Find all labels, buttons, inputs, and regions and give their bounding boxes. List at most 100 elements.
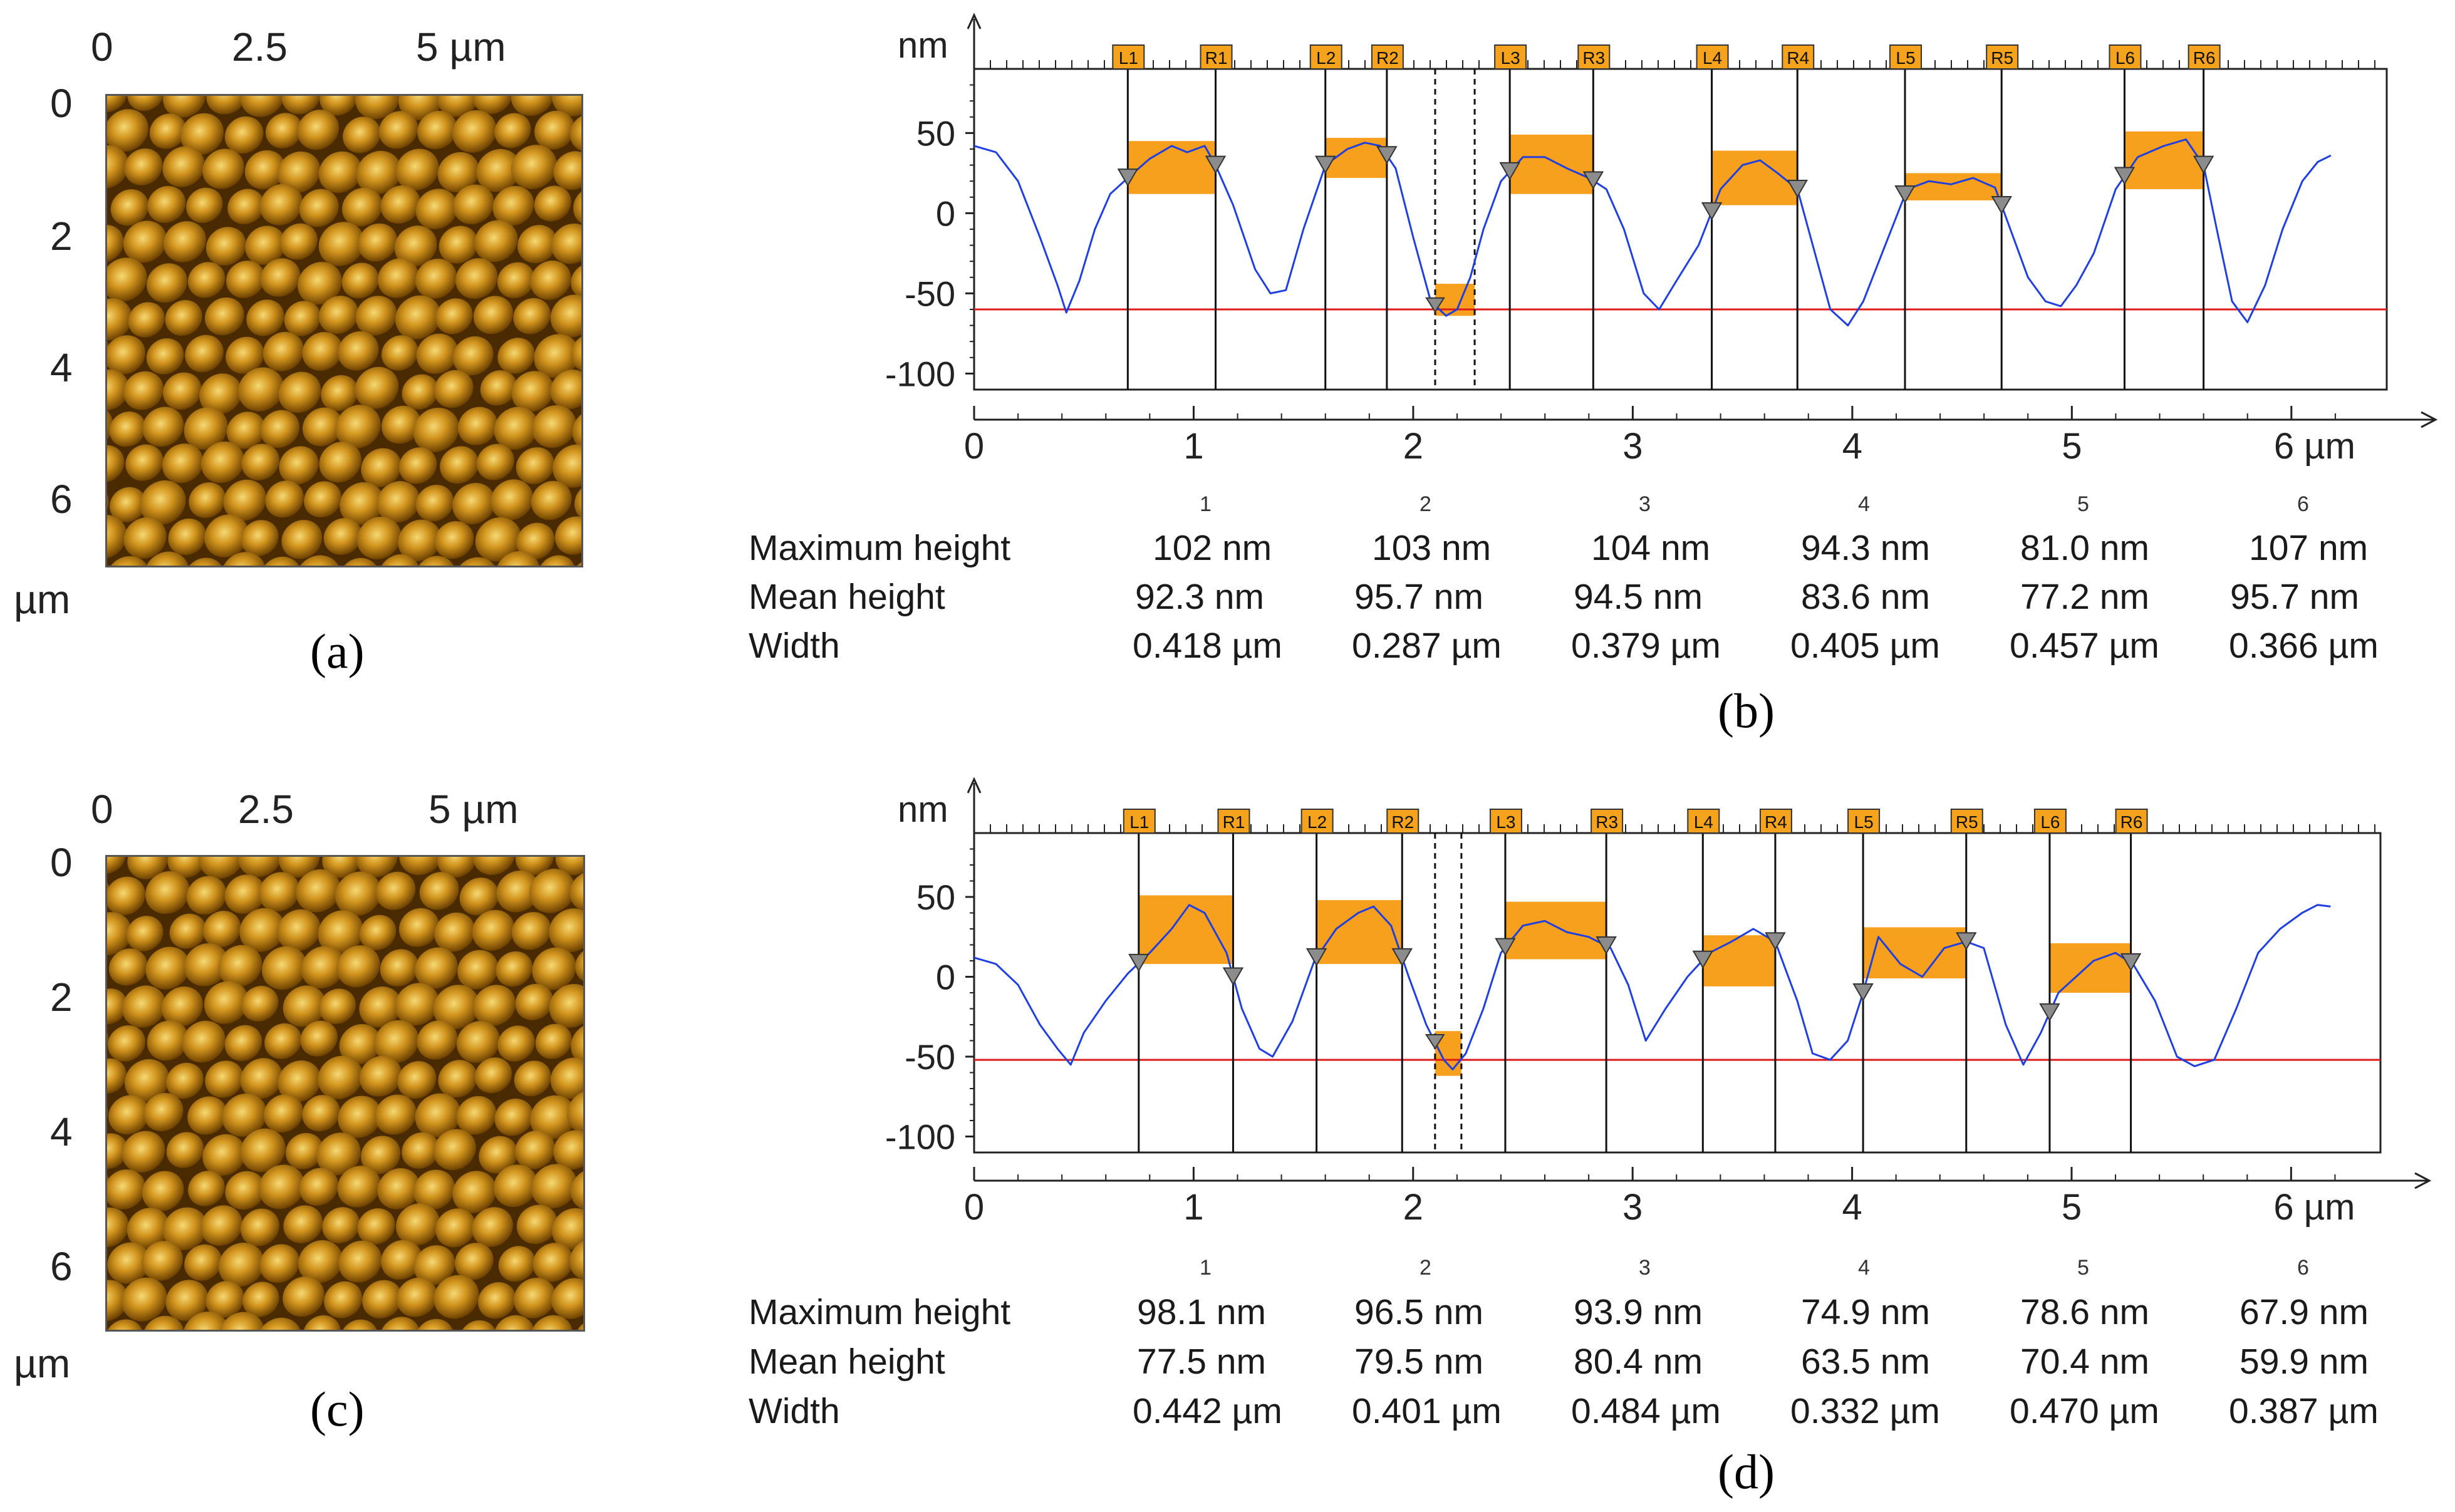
afm-grain xyxy=(361,1136,401,1174)
afm-grain xyxy=(127,96,164,111)
afm-grain xyxy=(319,442,361,483)
stats-d-row-label-max: Maximum height xyxy=(749,1292,1011,1332)
afm-grain xyxy=(218,1243,264,1287)
afm-grain xyxy=(187,1096,227,1135)
afm-grain xyxy=(413,1245,455,1285)
afm-grain xyxy=(513,298,551,334)
afm-grain xyxy=(338,1095,381,1138)
afm-c-xtick-1: 2.5 xyxy=(238,787,294,832)
afm-a-xtick-1: 2.5 xyxy=(232,24,288,70)
afm-grain xyxy=(338,1240,382,1283)
afm-grain xyxy=(439,225,479,264)
marker-box-R2 xyxy=(1371,44,1404,70)
afm-grain xyxy=(107,145,129,189)
afm-grain xyxy=(378,111,418,149)
afm-grain xyxy=(395,983,439,1026)
stats-b-width-6: 0.366 µm xyxy=(2229,626,2379,666)
afm-grain xyxy=(515,983,553,1020)
reference-marker xyxy=(1425,1034,1445,1050)
afm-grain xyxy=(204,981,249,1024)
afm-grain xyxy=(417,1020,458,1060)
measurement-band-3 xyxy=(1505,901,1607,960)
marker-label-R5: R5 xyxy=(1956,812,1978,832)
stats-b-col-1: 1 xyxy=(1200,492,1212,516)
afm-grain xyxy=(218,945,262,987)
afm-grain xyxy=(283,1276,324,1317)
afm-grain xyxy=(108,1095,150,1135)
afm-a-ytick-3: 6 xyxy=(50,477,73,522)
marker-box-R6 xyxy=(2188,44,2221,70)
marker-box-R1 xyxy=(1200,44,1233,70)
afm-grain xyxy=(532,405,576,448)
afm-grain xyxy=(107,988,128,1025)
afm-grain xyxy=(433,1129,476,1171)
afm-grain xyxy=(534,334,579,378)
afm-grain xyxy=(550,1057,583,1099)
afm-grain xyxy=(188,1171,225,1206)
afm-grain xyxy=(107,876,145,916)
afm-grain xyxy=(261,946,307,990)
afm-grain xyxy=(437,152,480,193)
afm-grain xyxy=(397,1061,437,1099)
measurement-band-4 xyxy=(1703,935,1775,986)
afm-grain xyxy=(551,1278,583,1319)
stats-b-mean-4: 83.6 nm xyxy=(1801,577,1930,617)
marker-label-R3: R3 xyxy=(1582,48,1605,68)
afm-grain xyxy=(394,225,437,267)
panel-label-b: (b) xyxy=(1718,683,1775,738)
stats-d-max-2: 96.5 nm xyxy=(1354,1292,1483,1332)
intersection-marker-1-1 xyxy=(1205,155,1227,174)
intersection-marker-4-1 xyxy=(1787,180,1808,199)
afm-grain xyxy=(434,521,474,559)
afm-grain xyxy=(199,857,244,879)
afm-grain xyxy=(298,1240,343,1283)
afm-grain xyxy=(398,908,440,947)
afm-grain xyxy=(202,148,244,189)
afm-grain xyxy=(490,479,533,520)
intersection-marker-6-0 xyxy=(2114,167,2136,185)
x-tick-label: 5 xyxy=(2062,426,2082,467)
marker-box-L5 xyxy=(1889,44,1922,70)
afm-grain xyxy=(279,446,319,485)
afm-grain xyxy=(260,410,300,448)
x-tick-label: 3 xyxy=(1622,426,1643,467)
afm-grain xyxy=(530,1095,576,1140)
afm-grain xyxy=(437,96,479,117)
afm-grain xyxy=(227,189,264,225)
afm-grain xyxy=(452,110,497,153)
afm-grain xyxy=(356,516,402,559)
afm-a-ytick-1: 2 xyxy=(50,214,73,259)
afm-grain xyxy=(473,296,514,334)
stats-d-col-3: 3 xyxy=(1639,1256,1651,1280)
afm-grain xyxy=(107,1058,127,1094)
afm-grain xyxy=(322,857,361,878)
afm-grain xyxy=(225,1171,266,1210)
afm-grain xyxy=(285,1132,323,1169)
afm-grain xyxy=(242,1282,279,1317)
afm-grain xyxy=(202,1134,246,1176)
afm-grain xyxy=(165,300,202,336)
afm-grain xyxy=(123,517,167,559)
afm-grain xyxy=(374,1020,419,1064)
afm-grain xyxy=(472,857,516,875)
afm-grain xyxy=(472,1207,513,1247)
marker-label-R3: R3 xyxy=(1596,812,1618,832)
afm-grain xyxy=(278,371,321,413)
afm-grain xyxy=(402,374,439,410)
marker-label-L3: L3 xyxy=(1501,48,1520,68)
afm-grain xyxy=(459,878,499,916)
marker-label-R2: R2 xyxy=(1391,812,1414,832)
afm-grain xyxy=(205,1060,244,1098)
afm-grain xyxy=(516,447,554,485)
stats-b-max-3: 104 nm xyxy=(1591,528,1711,568)
y-tick-label: -50 xyxy=(905,274,955,313)
afm-grain xyxy=(474,220,518,262)
afm-grain xyxy=(476,148,521,192)
afm-grain xyxy=(567,1090,583,1134)
afm-grain xyxy=(257,1317,302,1330)
afm-grain xyxy=(142,1241,183,1281)
afm-grain xyxy=(107,857,126,874)
afm-grain xyxy=(123,220,167,263)
afm-grain xyxy=(494,1098,534,1136)
afm-c-xtick-2: 5 µm xyxy=(428,787,519,832)
